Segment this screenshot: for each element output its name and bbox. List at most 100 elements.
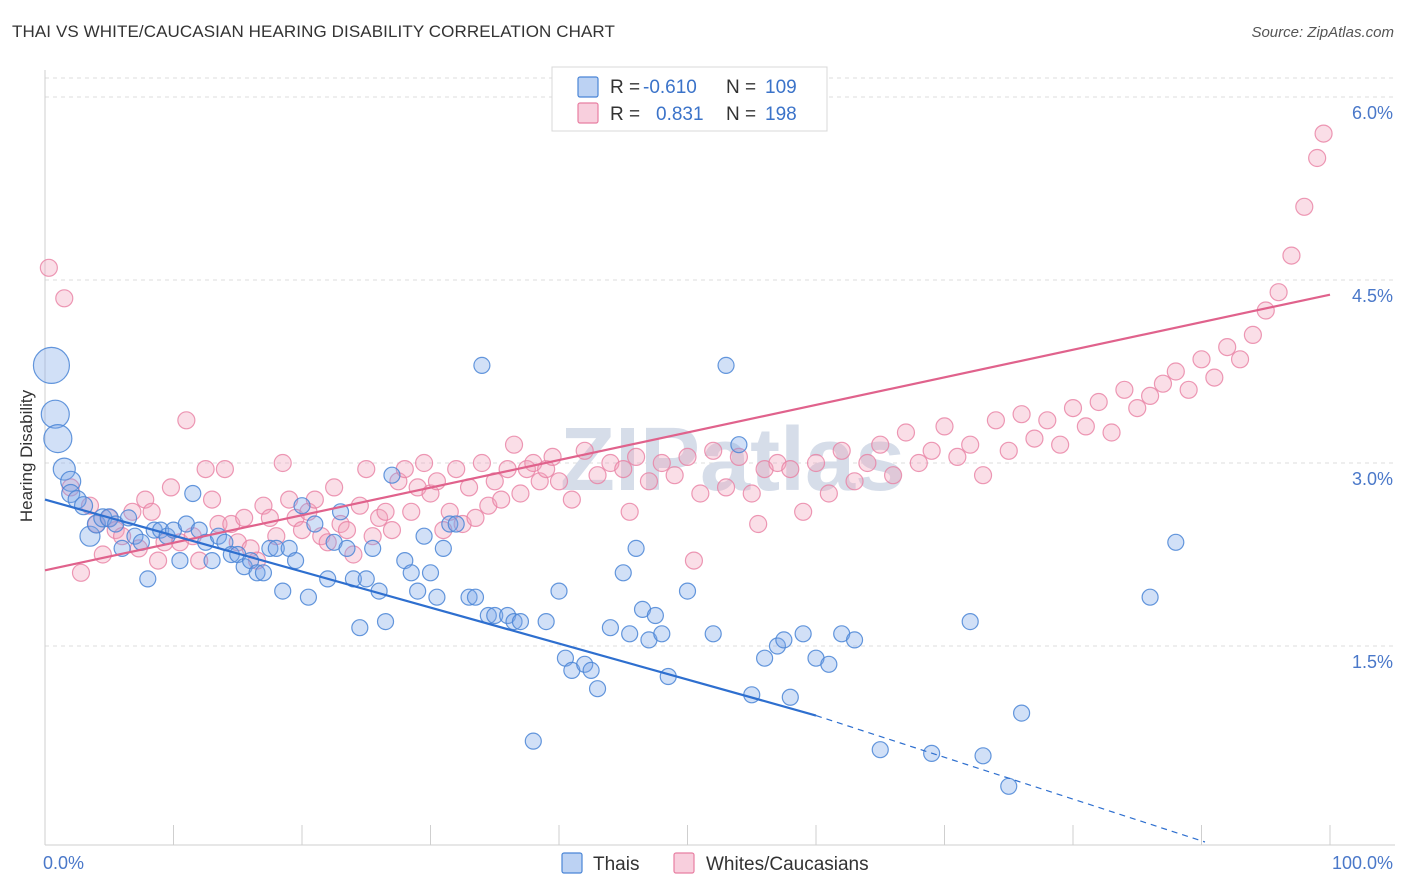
white-point	[1243, 325, 1263, 344]
thai-point	[357, 570, 375, 588]
thai-point	[421, 564, 440, 582]
white-point	[71, 563, 91, 582]
white-point	[1128, 399, 1147, 418]
white-point	[402, 502, 421, 521]
whites-legend-swatch	[673, 852, 695, 874]
white-point	[1308, 148, 1327, 168]
thai-point	[755, 649, 774, 667]
thai-point	[184, 484, 202, 503]
white-point	[447, 460, 466, 479]
white-point	[511, 484, 530, 503]
white-point	[1269, 283, 1288, 302]
white-point	[325, 478, 344, 497]
thai-n-value: 109	[765, 77, 797, 98]
thai-point	[286, 551, 305, 570]
white-point	[1314, 124, 1333, 143]
white-point	[215, 460, 234, 479]
thai-point	[775, 631, 793, 649]
thai-point	[582, 661, 600, 680]
white-point	[794, 502, 813, 521]
thai-point	[274, 582, 292, 600]
white-point	[55, 289, 74, 308]
white-point	[161, 478, 181, 497]
thai-r-value: -0.610	[643, 77, 697, 98]
white-point	[562, 490, 581, 509]
thai-point	[794, 625, 812, 643]
white-point	[350, 496, 369, 515]
white-point	[935, 417, 954, 436]
thai-point	[40, 399, 70, 429]
thai-point	[441, 515, 459, 533]
thai-point	[781, 688, 799, 706]
tick-labels: 1.5% 3.0% 4.5% 6.0% 0.0% 100.0%	[43, 103, 1393, 873]
thai-point	[511, 612, 530, 631]
white-point	[1192, 350, 1211, 369]
thai-point	[79, 525, 101, 547]
thai-point	[261, 539, 279, 558]
thai-point	[293, 497, 311, 515]
thai-point	[717, 356, 735, 374]
y-tick-label: 1.5%	[1352, 652, 1393, 672]
thai-point	[32, 346, 71, 384]
thai-point	[447, 515, 465, 533]
thai-point	[820, 655, 838, 673]
thai-point	[621, 625, 639, 643]
thai-point	[126, 527, 144, 545]
thai-point	[845, 631, 864, 649]
white-point	[986, 411, 1006, 430]
white-point	[858, 453, 877, 473]
white-point	[1025, 429, 1044, 448]
white-point	[1230, 350, 1250, 369]
thai-point	[768, 637, 787, 655]
thai-point	[364, 539, 382, 558]
white-n-value: 198	[765, 104, 797, 125]
thai-point	[601, 619, 620, 637]
thai-point	[537, 612, 555, 631]
thais-legend-label: Thais	[593, 854, 639, 875]
thai-point	[299, 588, 318, 606]
thai-point	[254, 564, 273, 582]
white-trend-line	[44, 293, 1331, 572]
thai-n-label: N =	[726, 77, 756, 98]
thai-point	[203, 551, 221, 570]
white-point	[845, 472, 864, 491]
thai-point	[550, 582, 568, 600]
thai-point	[730, 436, 748, 454]
white-point	[1179, 380, 1198, 399]
white-point	[196, 460, 215, 479]
white-r-value: 0.831	[656, 104, 704, 125]
white-point	[948, 447, 967, 466]
white-point	[376, 502, 395, 521]
white-point	[871, 435, 890, 454]
thai-point	[171, 551, 189, 570]
white-point	[382, 520, 402, 540]
white-point	[652, 453, 671, 473]
white-point	[684, 551, 704, 570]
white-point	[1153, 374, 1173, 393]
white-point	[922, 441, 941, 460]
white-n-label: N =	[726, 104, 756, 125]
trend-lines	[44, 293, 1331, 843]
thai-point	[524, 732, 542, 750]
white-point	[357, 460, 376, 479]
white-point	[806, 453, 826, 473]
white-point	[1051, 435, 1070, 454]
white-point	[344, 545, 363, 564]
thai-points	[32, 346, 1185, 795]
stats-legend: R = -0.610 N = 109 R = 0.831 N = 198	[551, 66, 828, 132]
white-point	[1140, 386, 1160, 405]
white-point	[492, 490, 511, 509]
white-point	[716, 478, 736, 497]
white-point	[781, 460, 800, 479]
thai-point	[376, 612, 395, 631]
white-point	[1038, 411, 1057, 430]
thai-point	[383, 466, 401, 484]
thai-point	[871, 741, 889, 759]
white-point	[142, 502, 161, 521]
y-tick-label: 6.0%	[1352, 103, 1393, 123]
white-point	[614, 460, 633, 479]
thai-point	[139, 570, 157, 588]
y-axis-label: Hearing Disability	[17, 389, 36, 522]
chart-title: THAI VS WHITE/CAUCASIAN HEARING DISABILI…	[12, 22, 615, 41]
